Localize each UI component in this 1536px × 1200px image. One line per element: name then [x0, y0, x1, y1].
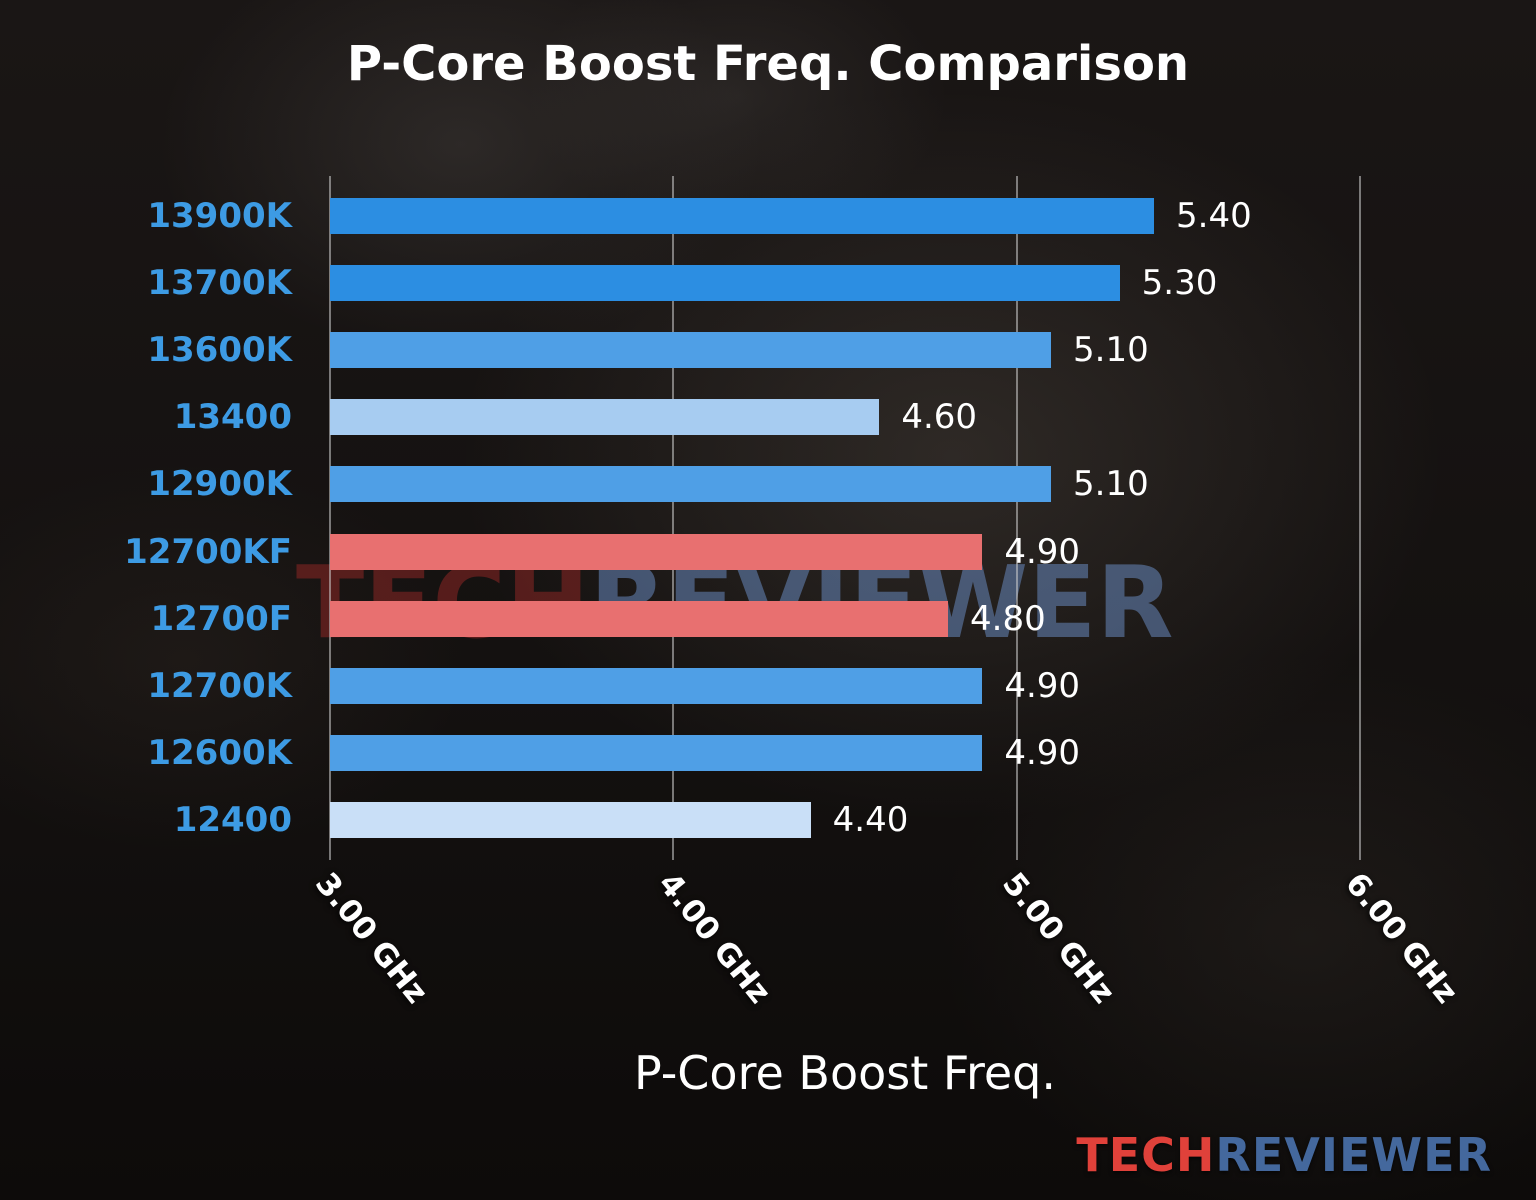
bar-row: 13600K 5.10 [0, 316, 1360, 383]
bar-track: 4.60 [330, 384, 1360, 451]
bar-rows: 13900K 5.40 13700K 5.30 13600K 5.10 13400 4.60 1… [0, 182, 1360, 854]
bar [330, 399, 880, 436]
value-label: 5.30 [1141, 262, 1218, 303]
bar-track: 4.40 [330, 787, 1360, 854]
x-tick-label: 4.00 GHz [651, 866, 778, 1011]
gridline [1359, 176, 1361, 860]
bar-row: 12700F 4.80 [0, 585, 1360, 652]
category-label: 13600K [147, 330, 292, 370]
value-label: 5.40 [1176, 195, 1252, 236]
bar-track: 5.40 [330, 182, 1360, 249]
bar-track: 4.90 [330, 518, 1360, 585]
gridlines [329, 176, 1361, 860]
value-label: 4.40 [832, 800, 909, 841]
bar-row: 13700K 5.30 [0, 249, 1360, 316]
bar [330, 264, 1120, 301]
gridline [329, 176, 331, 860]
category-label: 12700K [147, 666, 292, 707]
brand-logo: TECHREVIEWER [1076, 1128, 1492, 1182]
x-tick-label: 3.00 GHz [308, 866, 435, 1011]
brand-logo-tech: TECH [1076, 1128, 1216, 1182]
bar-track: 5.10 [330, 451, 1360, 518]
bar-row: 12700K 4.90 [0, 652, 1360, 719]
chart-title: P-Core Boost Freq. Comparison [346, 36, 1190, 92]
bar-row: 13400 4.60 [0, 384, 1360, 451]
bar-track: 5.30 [330, 249, 1360, 316]
gridline [672, 176, 675, 860]
bar [330, 332, 1051, 368]
bar-row: 12900K 5.10 [0, 451, 1360, 518]
category-label: 12900K [147, 464, 292, 505]
bar-track: 5.10 [330, 316, 1360, 383]
bar [330, 533, 983, 570]
value-label: 4.60 [901, 397, 978, 438]
category-label: 12700F [150, 598, 292, 639]
category-label: 13400 [173, 397, 292, 438]
category-label: 13900K [147, 195, 292, 236]
bar [330, 466, 1051, 503]
bar [330, 668, 983, 705]
bar-track: 4.90 [330, 720, 1360, 787]
value-label: 5.10 [1073, 330, 1149, 370]
value-label: 4.80 [970, 598, 1046, 639]
bar-row: 12400 4.40 [0, 787, 1360, 854]
bar [330, 197, 1154, 234]
bar-row: 12600K 4.90 [0, 720, 1360, 787]
brand-logo-reviewer: REVIEWER [1215, 1128, 1492, 1182]
value-label: 4.90 [1004, 733, 1081, 774]
x-tick-label: 5.00 GHz [994, 866, 1122, 1011]
bar-row: 13900K 5.40 [0, 182, 1360, 249]
value-label: 4.90 [1004, 666, 1081, 707]
bar-track: 4.90 [330, 652, 1360, 719]
bar [330, 600, 948, 637]
x-axis-title: P-Core Boost Freq. [633, 1046, 1057, 1100]
category-label: 12400 [173, 800, 292, 841]
bar-row: 12700KF 4.90 [0, 518, 1360, 585]
category-label: 13700K [147, 262, 292, 303]
bar [330, 802, 811, 839]
gridline [1015, 176, 1018, 860]
value-label: 4.90 [1004, 531, 1081, 572]
bar-track: 4.80 [330, 585, 1360, 652]
x-ticks: 3.00 GHz 4.00 GHz 5.00 GHz 6.00 GHz [308, 866, 1465, 1066]
category-label: 12600K [147, 733, 292, 774]
bar [330, 735, 983, 772]
x-tick-label: 6.00 GHz [1338, 866, 1465, 1011]
value-label: 5.10 [1073, 464, 1149, 505]
category-label: 12700KF [124, 531, 292, 572]
